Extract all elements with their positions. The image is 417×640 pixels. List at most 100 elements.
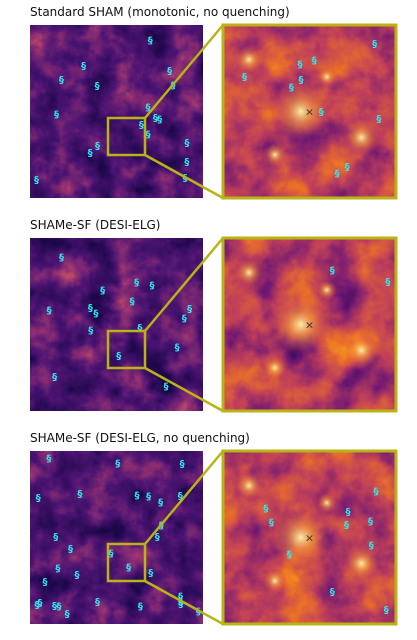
galaxy-marker: § bbox=[81, 61, 86, 72]
galaxy-marker: § bbox=[376, 114, 381, 125]
galaxy-marker: § bbox=[178, 599, 183, 610]
halo bbox=[270, 294, 331, 355]
galaxy-marker: § bbox=[148, 568, 153, 579]
panels: Standard SHAM (monotonic, no quenching) ×… bbox=[30, 5, 398, 626]
galaxy-marker: § bbox=[178, 592, 183, 603]
panel-row: SHAMe-SF (DESI-ELG)×§§§§§§§§§§§§§§§§§§ bbox=[30, 218, 398, 413]
galaxy-marker: § bbox=[65, 609, 70, 620]
galaxy-marker: § bbox=[385, 277, 390, 288]
galaxy-marker: § bbox=[36, 493, 41, 504]
halo bbox=[316, 66, 337, 87]
galaxy-marker: § bbox=[149, 280, 154, 291]
zoom-frame bbox=[221, 236, 398, 413]
zoom-connector bbox=[144, 24, 224, 119]
galaxy-marker: § bbox=[146, 129, 151, 140]
galaxy-marker: § bbox=[372, 39, 377, 50]
galaxy-marker: § bbox=[115, 458, 120, 469]
galaxy-marker: § bbox=[54, 110, 59, 121]
galaxy-marker: § bbox=[335, 169, 340, 180]
galaxy-marker: § bbox=[330, 265, 335, 276]
galaxy-marker: § bbox=[158, 497, 163, 508]
center-cross: × bbox=[305, 532, 314, 545]
galaxy-marker: § bbox=[68, 544, 73, 555]
panel-row: SHAMe-SF (DESI-ELG, no quenching)×§§ §§§§… bbox=[30, 431, 398, 626]
galaxy-marker: § bbox=[95, 81, 100, 92]
zoom-box bbox=[106, 329, 147, 370]
galaxy-marker: § bbox=[297, 60, 302, 71]
galaxy-marker: § bbox=[146, 491, 151, 502]
halo bbox=[343, 545, 380, 582]
galaxy-marker: § bbox=[345, 162, 350, 173]
galaxy-marker: § bbox=[287, 550, 292, 561]
galaxy-marker: § bbox=[88, 326, 93, 337]
zoom-connector bbox=[144, 450, 224, 545]
galaxy-marker: § bbox=[34, 600, 39, 611]
halo bbox=[343, 119, 380, 156]
galaxy-marker: § bbox=[95, 597, 100, 608]
halo bbox=[270, 81, 331, 142]
zoom-connector bbox=[144, 153, 224, 200]
galaxy-marker: § bbox=[59, 75, 64, 86]
galaxy-marker: § bbox=[34, 175, 39, 186]
galaxy-marker: § bbox=[187, 304, 192, 315]
galaxy-marker: § bbox=[182, 314, 187, 325]
halo bbox=[270, 507, 331, 568]
galaxy-marker: § bbox=[53, 532, 58, 543]
center-cross: × bbox=[305, 106, 314, 119]
galaxy-marker: § bbox=[184, 157, 189, 168]
galaxy-marker: § bbox=[153, 113, 158, 124]
panel-title: Standard SHAM (monotonic, no quenching) bbox=[30, 5, 290, 19]
galaxy-marker: § bbox=[95, 141, 100, 152]
galaxy-marker: § bbox=[59, 253, 64, 264]
zoom-frame bbox=[221, 449, 398, 626]
galaxy-marker: § bbox=[55, 564, 60, 575]
galaxy-marker: § bbox=[175, 342, 180, 353]
zoom-connector bbox=[144, 579, 224, 626]
density-map bbox=[30, 451, 203, 624]
halo bbox=[262, 142, 287, 167]
panel-title: SHAMe-SF (DESI-ELG, no quenching) bbox=[30, 431, 250, 445]
galaxy-marker: § bbox=[384, 605, 389, 616]
galaxy-marker: § bbox=[134, 278, 139, 289]
density-map bbox=[30, 238, 203, 411]
galaxy-marker: § bbox=[299, 75, 304, 86]
galaxy-marker: § bbox=[368, 516, 373, 527]
galaxy-marker: § bbox=[116, 351, 121, 362]
galaxy-marker: § bbox=[145, 102, 150, 113]
galaxy-marker: § bbox=[126, 562, 131, 573]
galaxy-marker: § bbox=[37, 598, 42, 609]
galaxy-marker: § bbox=[88, 303, 93, 314]
galaxy-marker: § bbox=[155, 532, 160, 543]
galaxy-marker: § bbox=[184, 138, 189, 149]
zoom-box bbox=[106, 116, 147, 157]
galaxy-marker: § bbox=[52, 372, 57, 383]
galaxy-marker: § bbox=[130, 296, 135, 307]
galaxy-marker: § bbox=[74, 570, 79, 581]
galaxy-marker: § bbox=[312, 56, 317, 67]
galaxy-marker: § bbox=[52, 601, 57, 612]
galaxy-marker: § bbox=[139, 120, 144, 131]
center-cross: × bbox=[305, 319, 314, 332]
halo bbox=[234, 258, 263, 287]
galaxy-marker: § bbox=[109, 548, 114, 559]
galaxy-marker: § bbox=[183, 173, 188, 184]
galaxy-marker: § bbox=[138, 601, 143, 612]
galaxy-marker: § bbox=[180, 459, 185, 470]
galaxy-marker: § bbox=[164, 381, 169, 392]
galaxy-marker: § bbox=[56, 601, 61, 612]
halo bbox=[262, 355, 287, 380]
galaxy-marker: § bbox=[135, 490, 140, 501]
galaxy-marker: § bbox=[46, 453, 51, 464]
halo bbox=[316, 279, 337, 300]
galaxy-marker: § bbox=[319, 107, 324, 118]
galaxy-marker: § bbox=[330, 587, 335, 598]
galaxy-marker: § bbox=[374, 487, 379, 498]
zoom-connector bbox=[144, 237, 224, 332]
galaxy-marker: § bbox=[269, 517, 274, 528]
galaxy-marker: § bbox=[88, 148, 93, 159]
galaxy-marker: § bbox=[157, 114, 162, 125]
halo bbox=[234, 45, 263, 74]
galaxy-marker: § bbox=[289, 82, 294, 93]
galaxy-marker: § bbox=[137, 323, 142, 334]
galaxy-marker: § bbox=[178, 491, 183, 502]
